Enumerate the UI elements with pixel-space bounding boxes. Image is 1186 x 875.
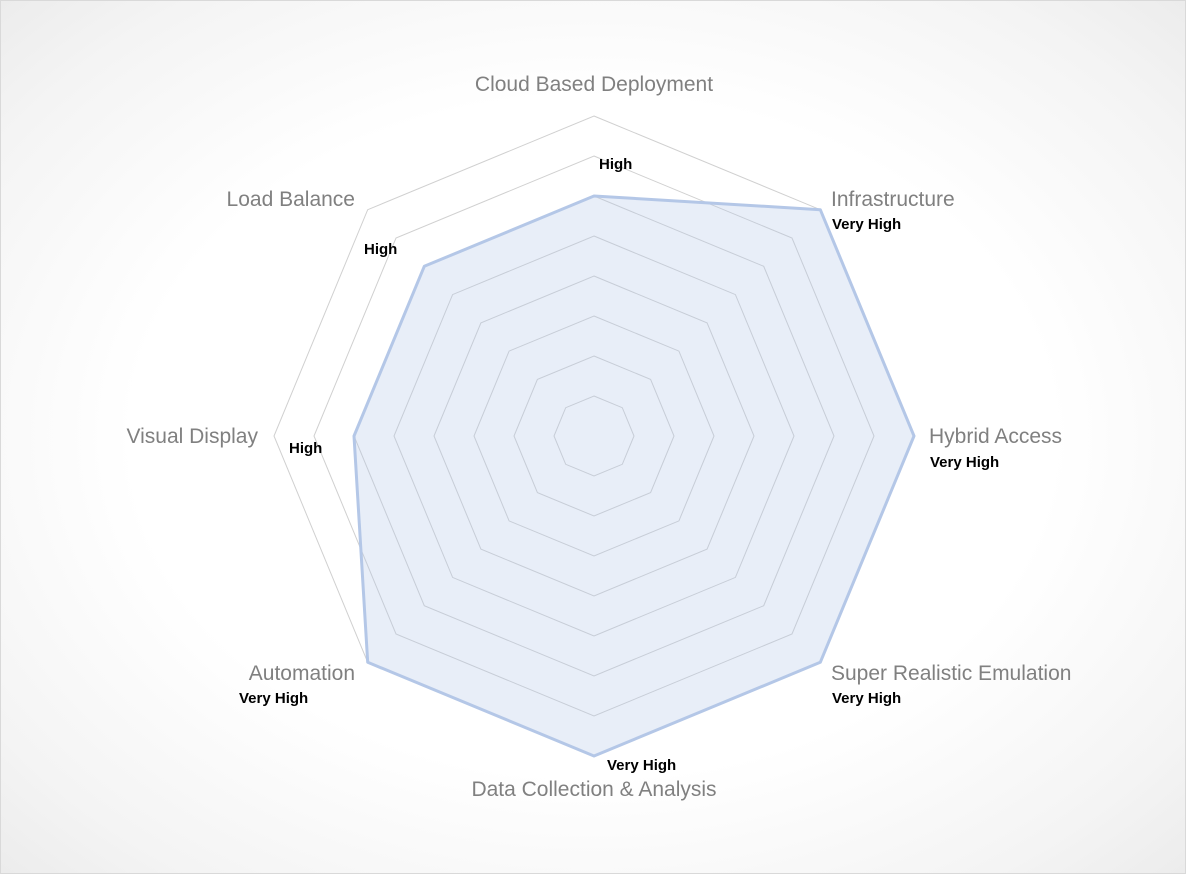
value-label-visual-display: High <box>289 440 322 457</box>
value-label-load-balance: High <box>364 241 397 258</box>
axis-label-super-realistic-emulation: Super Realistic Emulation <box>831 662 1071 685</box>
grid-ring-4 <box>433 275 755 597</box>
value-label-hybrid-access: Very High <box>930 454 999 471</box>
grid-ring-7 <box>313 155 875 717</box>
grid-ring-3 <box>473 315 715 557</box>
axis-label-automation: Automation <box>249 662 355 685</box>
axis-labels: Cloud Based Deployment Infrastructure Hybr… <box>126 73 1071 801</box>
axis-label-data-collection-and-analysis: Data Collection & Analysis <box>471 778 716 801</box>
axis-label-infrastructure: Infrastructure <box>831 188 955 211</box>
axis-label-visual-display: Visual Display <box>126 425 258 448</box>
value-labels: High Very High Very High Very High Very High… <box>239 156 999 774</box>
axis-label-load-balance: Load Balance <box>227 188 355 211</box>
value-label-cloud-based-deployment: High <box>599 156 632 173</box>
value-label-super-realistic-emulation: Very High <box>832 690 901 707</box>
series-layer <box>352 194 916 758</box>
axis-label-hybrid-access: Hybrid Access <box>929 425 1062 448</box>
grid-ring-2 <box>513 355 675 517</box>
series-area <box>352 194 916 758</box>
value-label-data-collection-and-analysis: Very High <box>607 757 676 774</box>
value-label-infrastructure: Very High <box>832 216 901 233</box>
grid-layer <box>273 115 915 757</box>
grid-ring-5 <box>393 235 795 637</box>
grid-ring-1 <box>553 395 635 477</box>
axis-label-cloud-based-deployment: Cloud Based Deployment <box>475 73 713 96</box>
value-label-automation: Very High <box>239 690 308 707</box>
